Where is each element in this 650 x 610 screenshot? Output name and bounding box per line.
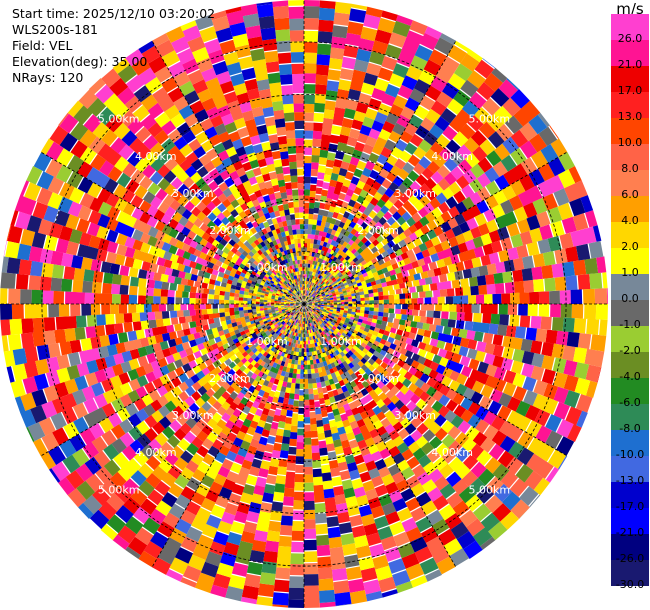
range-ring-label: 4.00km xyxy=(135,150,177,163)
range-ring xyxy=(93,93,515,515)
azimuth-line xyxy=(40,151,305,305)
nrays-label: NRays: 120 xyxy=(12,70,84,85)
range-ring-label: 2.00km xyxy=(357,372,399,385)
colorbar-tick-label: -1.0 xyxy=(619,318,641,331)
colorbar-cell xyxy=(611,378,649,404)
range-ring-label: 4.00km xyxy=(431,150,473,163)
azimuth-line xyxy=(151,303,305,568)
colorbar-cell xyxy=(611,274,649,300)
azimuth-line xyxy=(303,303,457,568)
colorbar-tick-label: 10.0 xyxy=(617,136,643,149)
range-ring-label: 5.00km xyxy=(98,483,140,496)
colorbar-cell xyxy=(611,560,649,586)
range-ring-label: 4.00km xyxy=(135,446,177,459)
colorbar-tick-label: 4.0 xyxy=(621,214,639,227)
colorbar-tick-label: -10.0 xyxy=(615,448,645,461)
colorbar-tick-label: 0.0 xyxy=(621,292,639,305)
colorbar-tick-label: -6.0 xyxy=(619,396,641,409)
colorbar-cell xyxy=(611,248,649,274)
range-ring-label: 1.00km xyxy=(320,335,362,348)
range-ring-label: 5.00km xyxy=(469,483,511,496)
range-ring-label: 2.00km xyxy=(209,224,251,237)
colorbar-tick-label: -21.0 xyxy=(615,526,645,539)
polar-grid xyxy=(0,0,608,608)
colorbar-unit: m/s xyxy=(616,0,644,18)
range-ring-label: 1.00km xyxy=(246,335,288,348)
colorbar-tick-label: -17.0 xyxy=(615,500,645,513)
colorbar-tick-label: -8.0 xyxy=(619,422,641,435)
range-ring-label: 3.00km xyxy=(394,187,436,200)
colorbar-cell xyxy=(611,430,649,456)
colorbar-tick-label: 1.0 xyxy=(621,266,639,279)
range-ring-label: 5.00km xyxy=(98,113,140,126)
colorbar-tick-label: -13.0 xyxy=(615,474,645,487)
range-ring-label: 3.00km xyxy=(172,409,214,422)
colorbar-tick-label: -30.0 xyxy=(615,578,645,591)
colorbar-cell xyxy=(611,222,649,248)
colorbar-cell xyxy=(611,66,649,92)
range-ring-label: 2.00km xyxy=(209,372,251,385)
azimuth-line xyxy=(303,303,568,457)
colorbar-tick-label: -2.0 xyxy=(619,344,641,357)
colorbar-cell xyxy=(611,326,649,352)
range-ring-label: 1.00km xyxy=(246,261,288,274)
velocity-gate-group xyxy=(66,20,599,565)
range-ring-labels: 1.00km 1.00km 1.00km 1.00km 2.00km 2.00km 2.00… xyxy=(98,113,510,497)
range-ring-label: 5.00km xyxy=(469,113,511,126)
range-ring-label: 1.00km xyxy=(320,261,362,274)
colorbar-cell xyxy=(611,456,649,482)
range-ring-label: 3.00km xyxy=(172,187,214,200)
start-time-label: Start time: 2025/12/10 03:20:02 xyxy=(12,6,216,21)
colorbar-tick-label: 2.0 xyxy=(621,240,639,253)
colorbar-cell xyxy=(611,404,649,430)
colorbar-cell xyxy=(611,482,649,508)
colorbar-cell xyxy=(611,170,649,196)
colorbar-cell xyxy=(611,14,649,40)
azimuth-line xyxy=(303,151,568,305)
field-label: Field: VEL xyxy=(12,38,73,53)
colorbar-tick-label: -26.0 xyxy=(615,552,645,565)
colorbar-tick-label: 13.0 xyxy=(617,110,643,123)
colorbar-cell xyxy=(611,118,649,144)
azimuth-line xyxy=(151,40,305,305)
range-ring-label: 4.00km xyxy=(431,446,473,459)
colorbar-tick-label: 6.0 xyxy=(621,188,639,201)
velocity-gate-group xyxy=(62,63,580,575)
colorbar-cell xyxy=(611,300,649,326)
azimuth-line xyxy=(40,303,305,457)
range-ring xyxy=(198,198,410,410)
range-ring-label: 3.00km xyxy=(394,409,436,422)
colorbar-tick-label: -4.0 xyxy=(619,370,641,383)
colorbar-cell xyxy=(611,352,649,378)
colorbar-cell xyxy=(611,534,649,560)
elevation-label: Elevation(deg): 35.00 xyxy=(12,54,148,69)
colorbar-cell xyxy=(611,144,649,170)
azimuth-line xyxy=(303,40,457,305)
colorbar-cell xyxy=(611,508,649,534)
colorbar-tick-label: 8.0 xyxy=(621,162,639,175)
colorbar-tick-label: 26.0 xyxy=(617,32,643,45)
instrument-label: WLS200s-181 xyxy=(12,22,98,37)
velocity-gate-group xyxy=(7,0,602,600)
colorbar-cell xyxy=(611,92,649,118)
velocity-gate-group xyxy=(3,0,608,590)
range-ring-label: 2.00km xyxy=(357,224,399,237)
colorbar-tick-label: 17.0 xyxy=(617,84,643,97)
colorbar-cell xyxy=(611,40,649,66)
colorbar-tick-label: 21.0 xyxy=(617,58,643,71)
velocity-gate-group xyxy=(6,6,587,608)
colorbar-cell xyxy=(611,196,649,222)
